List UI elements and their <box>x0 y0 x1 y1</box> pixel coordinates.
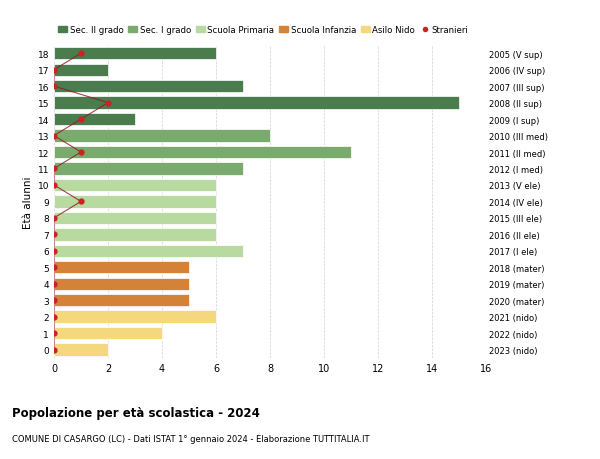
Bar <box>54 146 351 159</box>
Bar <box>54 48 216 60</box>
Bar <box>54 163 243 175</box>
Bar <box>54 344 108 356</box>
Bar <box>54 278 189 290</box>
Bar <box>54 327 162 340</box>
Bar <box>54 294 189 307</box>
Bar <box>54 311 216 323</box>
Bar <box>54 245 243 257</box>
Bar <box>54 64 108 77</box>
Bar <box>54 229 216 241</box>
Bar <box>54 196 216 208</box>
Bar <box>54 97 459 110</box>
Bar <box>54 179 216 192</box>
Legend: Sec. II grado, Sec. I grado, Scuola Primaria, Scuola Infanzia, Asilo Nido, Stran: Sec. II grado, Sec. I grado, Scuola Prim… <box>58 26 468 35</box>
Text: COMUNE DI CASARGO (LC) - Dati ISTAT 1° gennaio 2024 - Elaborazione TUTTITALIA.IT: COMUNE DI CASARGO (LC) - Dati ISTAT 1° g… <box>12 434 370 443</box>
Bar <box>54 81 243 93</box>
Bar <box>54 262 189 274</box>
Y-axis label: Età alunni: Età alunni <box>23 176 34 228</box>
Text: Popolazione per età scolastica - 2024: Popolazione per età scolastica - 2024 <box>12 406 260 419</box>
Bar <box>54 212 216 224</box>
Bar <box>54 114 135 126</box>
Bar <box>54 130 270 142</box>
